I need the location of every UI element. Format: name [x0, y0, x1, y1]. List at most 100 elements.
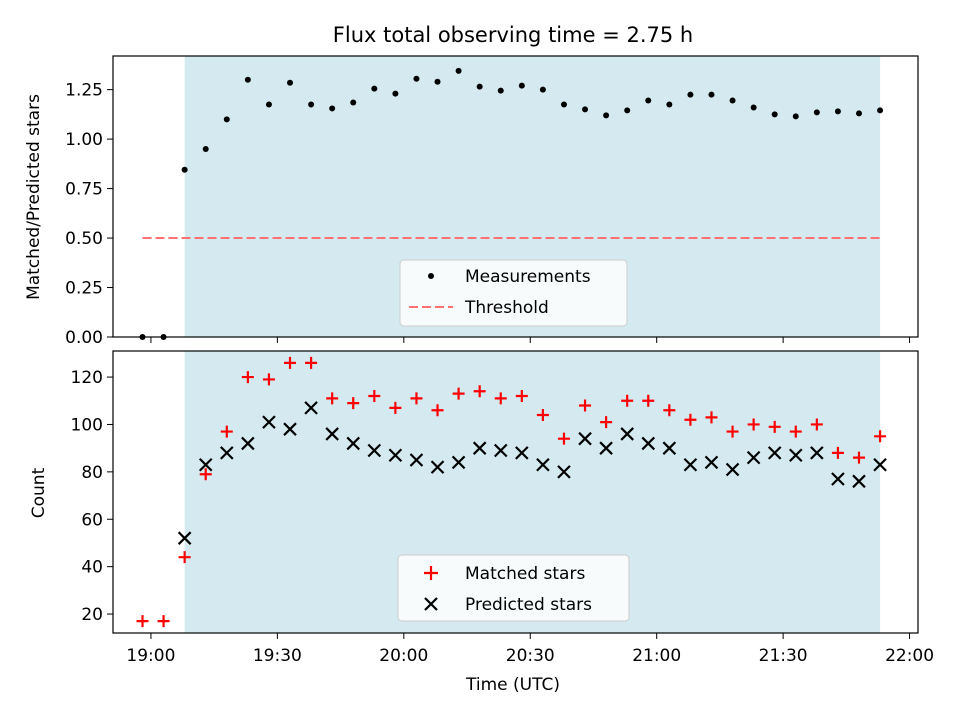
predicted-star-point: [515, 446, 529, 460]
ratio-y-axis-label: Matched/Predicted stars: [24, 94, 44, 300]
x-tick-label: 21:00: [632, 646, 681, 666]
measurement-point: [223, 116, 230, 123]
measurement-point: [813, 109, 820, 116]
measurement-point: [877, 107, 884, 114]
measurement-point: [687, 91, 694, 98]
y-tick-label: 0.25: [65, 279, 103, 299]
predicted-star-point: [873, 457, 887, 472]
y-tick-label: 0.00: [65, 328, 103, 348]
matched-star-point: [852, 451, 865, 464]
matched-star-point: [874, 430, 887, 443]
legend-label-predicted: Predicted stars: [465, 595, 592, 615]
matched-star-point: [199, 468, 212, 481]
matched-star-point: [473, 385, 486, 398]
x-axis-label: Time (UTC): [465, 675, 560, 695]
predicted-star-point: [388, 448, 403, 463]
measurement-point: [371, 85, 378, 92]
matched-star-point: [347, 397, 360, 410]
predicted-star-point: [599, 441, 613, 455]
matched-star-point: [410, 392, 423, 405]
matched-star-point: [726, 425, 739, 438]
matched-star-point: [452, 387, 465, 400]
x-tick-label: 20:30: [506, 646, 555, 666]
measurement-point: [434, 78, 441, 85]
matched-star-point: [157, 615, 170, 628]
matched-star-point: [557, 432, 570, 445]
predicted-star-point: [683, 457, 698, 472]
predicted-star-point: [430, 460, 445, 474]
measurement-point: [834, 108, 841, 115]
matched-star-point: [284, 356, 297, 369]
measurement-point: [287, 79, 294, 86]
matched-star-point: [579, 399, 592, 412]
measurement-point: [265, 101, 272, 108]
predicted-star-point: [472, 441, 487, 455]
predicted-star-point: [810, 446, 824, 460]
predicted-star-point: [304, 401, 318, 415]
legend-label-measurements: Measurements: [465, 267, 591, 287]
measurement-point: [476, 83, 483, 90]
measurement-point: [645, 97, 652, 104]
matched-star-point: [684, 413, 697, 426]
y-tick-label: 1.00: [65, 130, 103, 150]
matched-star-point: [326, 392, 339, 405]
predicted-star-point: [852, 474, 866, 489]
count-legend: Matched stars Predicted stars: [397, 554, 630, 622]
matched-star-point: [768, 420, 781, 433]
measurement-point: [497, 87, 504, 94]
measurement-point: [244, 76, 251, 83]
matched-star-point: [262, 373, 275, 386]
count-panel: 20 40 60 80 100 120 19:00 19:30 20:00 20:30 21:00 2…: [29, 350, 934, 695]
ratio-legend: Measurements Threshold: [399, 259, 628, 327]
legend-label-threshold: Threshold: [464, 298, 549, 318]
measurement-point: [729, 97, 736, 104]
matched-star-point: [389, 401, 402, 414]
predicted-star-point: [620, 427, 634, 441]
predicted-star-point: [557, 465, 571, 479]
x-tick-label: 21:30: [759, 646, 808, 666]
predicted-star-point: [493, 443, 508, 458]
predicted-star-point: [704, 455, 719, 470]
matched-star-point: [789, 425, 802, 438]
matched-star-point: [621, 394, 634, 407]
measurement-point: [708, 91, 715, 98]
predicted-star-point: [746, 450, 761, 465]
y-tick-label: 40: [81, 558, 103, 578]
predicted-star-point: [641, 436, 656, 451]
matched-star-point: [305, 356, 318, 369]
x-tick-label: 20:00: [379, 646, 428, 666]
legend-marker-measurements: [428, 273, 434, 279]
legend-marker-matched: [424, 566, 438, 580]
matched-star-point: [241, 371, 254, 384]
matched-star-point: [831, 446, 844, 459]
measurement-point: [560, 101, 567, 108]
predicted-star-point: [241, 436, 255, 451]
y-tick-label: 1.25: [65, 81, 103, 101]
predicted-star-point: [662, 441, 677, 455]
y-tick-label: 80: [81, 463, 103, 483]
ratio-panel: 0.00 0.25 0.50 0.75 1.00 1.25 Matched/Predict…: [24, 55, 919, 348]
predicted-star-point: [262, 415, 276, 429]
y-tick-label: 100: [71, 415, 103, 435]
matched-star-point: [494, 392, 507, 405]
matched-star-point: [220, 425, 233, 438]
plot-frame: [112, 55, 919, 338]
matched-star-point: [515, 390, 528, 403]
predicted-star-point: [367, 443, 382, 458]
matched-star-point: [747, 418, 760, 431]
y-tick-label: 60: [81, 510, 103, 530]
plot-frame: [112, 350, 919, 634]
y-tick-label: 120: [71, 368, 103, 388]
matched-star-point: [642, 394, 655, 407]
matched-star-point: [536, 408, 549, 421]
measurement-point: [350, 99, 357, 106]
measurement-point: [771, 111, 778, 118]
predicted-star-point: [767, 446, 782, 460]
measurement-point: [582, 106, 589, 113]
predicted-star-point: [788, 448, 803, 463]
x-tick-label: 22:00: [885, 646, 934, 666]
matched-star-point: [600, 416, 613, 429]
measurement-point: [666, 101, 673, 108]
matched-star-point: [368, 390, 381, 403]
predicted-star-point: [346, 436, 361, 451]
